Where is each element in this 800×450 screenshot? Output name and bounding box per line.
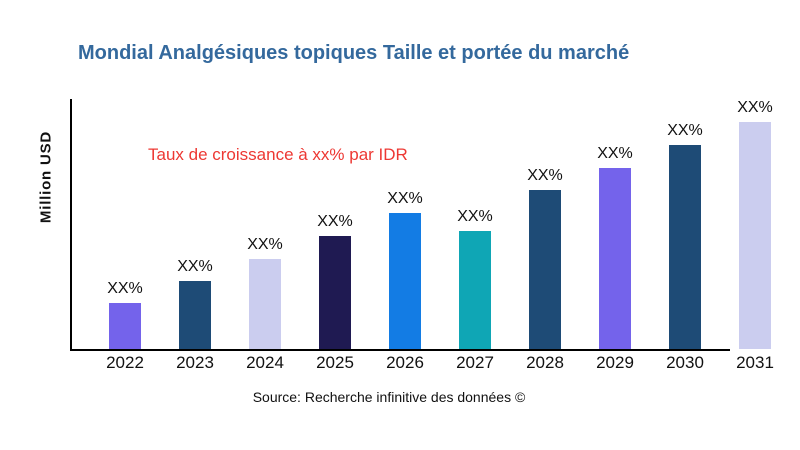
x-tick-2023: 2023 <box>176 353 214 372</box>
bar-2022 <box>109 303 141 349</box>
growth-rate-annotation: Taux de croissance à xx% par IDR <box>148 145 408 164</box>
source-note: Source: Recherche infinitive des données… <box>252 389 526 405</box>
bar-value-2027: XX% <box>457 208 493 225</box>
bar-value-2025: XX% <box>317 213 353 230</box>
y-axis-label: Million USD <box>37 130 55 224</box>
x-tick-2028: 2028 <box>526 353 564 372</box>
bar-2025 <box>319 236 351 349</box>
chart-title: Mondial Analgésiques topiques Taille et … <box>78 42 630 64</box>
x-tick-2031: 2031 <box>736 353 774 372</box>
bar-value-2023: XX% <box>177 258 213 275</box>
bar-value-2028: XX% <box>527 167 563 184</box>
bar-2026 <box>389 213 421 349</box>
bar-value-2022: XX% <box>107 280 143 297</box>
bar-2029 <box>599 168 631 349</box>
bar-value-2026: XX% <box>387 190 423 207</box>
bar-value-2030: XX% <box>667 122 703 139</box>
bar-2024 <box>249 259 281 349</box>
x-tick-2024: 2024 <box>246 353 284 372</box>
bar-value-2031: XX% <box>737 99 773 116</box>
x-tick-2022: 2022 <box>106 353 144 372</box>
bar-2031 <box>739 122 771 349</box>
x-tick-2026: 2026 <box>386 353 424 372</box>
x-tick-2029: 2029 <box>596 353 634 372</box>
bar-2027 <box>459 231 491 349</box>
x-tick-2030: 2030 <box>666 353 704 372</box>
bar-value-2024: XX% <box>247 236 283 253</box>
y-axis-line <box>70 99 72 351</box>
x-tick-2025: 2025 <box>316 353 354 372</box>
bar-value-2029: XX% <box>597 145 633 162</box>
bar-2023 <box>179 281 211 349</box>
x-tick-2027: 2027 <box>456 353 494 372</box>
bar-2028 <box>529 190 561 349</box>
bar-2030 <box>669 145 701 349</box>
x-axis-line <box>70 349 730 351</box>
